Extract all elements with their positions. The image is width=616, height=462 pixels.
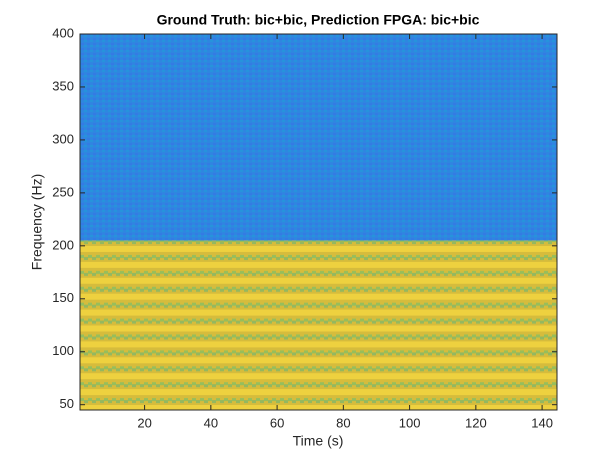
axes-box [79, 33, 558, 411]
texture [80, 240, 557, 410]
x-tick-label: 40 [204, 415, 218, 430]
x-tick-label: 120 [465, 415, 487, 430]
y-tick-label: 50 [60, 396, 74, 411]
y-tick-label: 100 [52, 343, 74, 358]
chart-title: Ground Truth: bic+bic, Prediction FPGA: … [157, 12, 480, 28]
plot-area [80, 34, 557, 410]
y-axis-label: Frequency (Hz) [29, 174, 45, 270]
x-tick-label: 20 [137, 415, 151, 430]
y-tick-label: 350 [52, 78, 74, 93]
x-tick-label: 80 [336, 415, 350, 430]
texture [80, 34, 557, 241]
x-axis-label: Time (s) [293, 433, 344, 449]
y-tick-label: 150 [52, 290, 74, 305]
x-tick-label: 140 [531, 415, 553, 430]
x-tick-label: 60 [270, 415, 284, 430]
y-tick-label: 400 [52, 25, 74, 40]
x-tick-label: 100 [399, 415, 421, 430]
y-tick-label: 250 [52, 184, 74, 199]
y-tick-label: 200 [52, 237, 74, 252]
y-tick-label: 300 [52, 131, 74, 146]
